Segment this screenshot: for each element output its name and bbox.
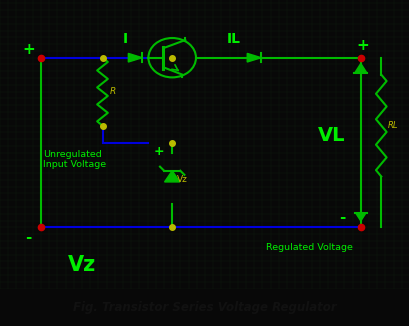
Polygon shape xyxy=(164,171,180,182)
Text: Vz: Vz xyxy=(177,175,188,185)
Text: Unregulated
Input Voltage: Unregulated Input Voltage xyxy=(43,150,106,169)
Text: RL: RL xyxy=(387,121,397,130)
Text: Fig. Transistor Series Voltage Regulator: Fig. Transistor Series Voltage Regulator xyxy=(73,301,336,314)
Text: -: - xyxy=(338,210,345,225)
Text: R: R xyxy=(110,87,116,96)
Text: +: + xyxy=(22,42,35,57)
Text: Regulated Voltage: Regulated Voltage xyxy=(266,243,353,252)
Text: +: + xyxy=(153,144,164,157)
Text: Vz: Vz xyxy=(68,255,96,275)
Text: VL: VL xyxy=(317,126,345,145)
Text: -: - xyxy=(25,230,32,245)
Text: IL: IL xyxy=(226,32,240,46)
Text: +: + xyxy=(355,38,369,53)
Text: I: I xyxy=(122,32,127,46)
Polygon shape xyxy=(355,213,365,221)
Polygon shape xyxy=(354,64,366,73)
Polygon shape xyxy=(247,53,261,62)
Polygon shape xyxy=(128,53,142,62)
